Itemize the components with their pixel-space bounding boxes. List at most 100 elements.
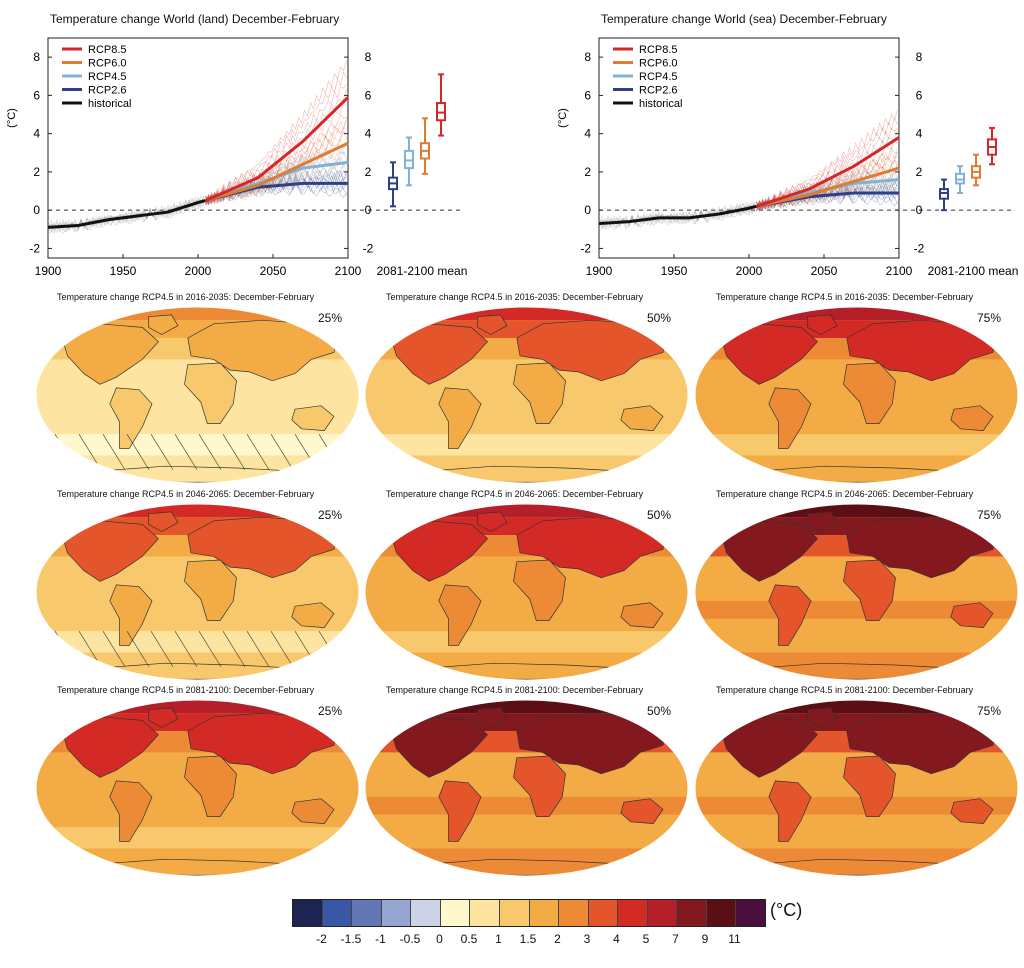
colorbar-tick-label: 0 [436,932,443,946]
map-band [365,700,688,714]
continent-africa [513,559,566,621]
map-percentile: 25% [318,311,343,325]
continent-australia [291,405,335,431]
continent-namerica [389,323,488,385]
continent-namerica [60,520,159,582]
y-tick-label-left: 0 [33,203,40,217]
world-map [694,699,1019,877]
map-outline [35,503,360,681]
colorbar-swatch [677,900,707,926]
y-tick-label-right: 8 [365,50,372,64]
map-band [36,434,359,456]
ensemble-member [756,109,898,211]
continent-africa [843,755,896,817]
ensemble-member [205,157,347,204]
colorbar-tick-label: 1.5 [519,932,537,946]
map-band [36,631,359,653]
colorbar-tick-label: -1 [375,932,386,946]
map-percentile: 50% [647,508,672,522]
map-band [695,504,1018,518]
colorbar-swatch [352,900,382,926]
continent-australia [620,405,664,431]
map-band [365,434,688,456]
legend-label: RCP2.6 [88,85,127,97]
legend-label: historical [639,98,682,110]
continent-greenland [148,314,179,335]
map-band [365,652,688,671]
world-map [364,503,689,681]
colorbar-tick-label: 9 [701,932,709,946]
ensemble-member [756,181,898,207]
y-tick-label-right: 2 [916,165,923,179]
map-band [365,827,688,849]
ts-chart-land: 8 6 4 2 0 -2 8 6 4 2 0 -2 1900 1950 2000 2050 2100 (°C) RC… [6,37,467,278]
colorbar-tick-label: 11 [728,932,741,946]
ensemble-member [598,202,756,228]
world-map [364,306,689,484]
continent-namerica [389,716,488,778]
continent-greenland [148,707,179,728]
series-line-historical [598,204,757,226]
map-title: Temperature change RCP4.5 in 2016-2035: … [386,292,644,302]
world-map [364,699,689,877]
legend-label: RCP8.5 [88,44,127,56]
map-outline [35,306,360,484]
continent-australia [291,798,335,824]
world-map [35,503,360,681]
ensemble-member [205,71,347,202]
continent-australia [950,602,994,628]
colorbar-swatch [440,900,471,926]
continent-samerica [768,584,812,646]
legend-label: RCP8.5 [639,44,678,56]
hatch-line [174,434,198,470]
map-percentile: 75% [977,508,1002,522]
legend-label: RCP6.0 [639,58,678,70]
colorbar-swatch [618,900,648,926]
hatch-line [222,631,246,667]
x-tick-label: 2050 [260,264,287,278]
continent-namerica [60,323,159,385]
y-tick-label-left: 6 [33,88,40,102]
y-tick-label-left: -2 [580,241,591,255]
continent-africa [513,755,566,817]
hatch-line [198,631,222,667]
colorbar-swatches [292,899,766,927]
ts-chart-sea: 8 6 4 2 0 -2 8 6 4 2 0 -2 1900 1950 2000 2050 2100 (°C) RC… [557,37,1018,278]
y-tick-label-left: 2 [584,165,591,179]
continent-greenland [807,707,838,728]
map-percentile: 25% [318,508,343,522]
continent-australia [291,602,335,628]
map-title: Temperature change RCP4.5 in 2081-2100: … [386,685,644,695]
ensemble-member [205,88,347,204]
x-tick-label: 2100 [335,264,362,278]
world-map [694,306,1019,484]
hatch-line [126,434,150,470]
y-tick-label-right: 2 [365,165,372,179]
y-tick-label-left: 6 [584,88,591,102]
map-band [36,700,359,714]
map-outline [694,699,1019,877]
ensemble-member [205,59,347,205]
world-map [694,503,1019,681]
continent-eurasia [516,319,667,382]
x-tick-label: 1900 [586,264,613,278]
ensemble-member [205,170,347,201]
continent-namerica [719,716,818,778]
map-band [365,631,688,653]
colorbar-swatch [647,900,678,926]
colorbar-swatch [559,900,589,926]
ensemble-member [756,183,898,212]
map-band [695,700,1018,714]
continent-eurasia [187,319,338,382]
map-body [36,700,359,876]
y-tick-label-right: 0 [916,203,923,217]
ensemble-member [205,117,347,204]
series-line-rcp85 [204,96,350,202]
colorbar-tick-label: 3 [583,932,591,946]
map-band [695,307,1018,321]
map-outline [364,699,689,877]
ensemble-member [47,199,205,234]
continent-africa [843,362,896,424]
ensemble-member [598,200,756,227]
legend-label: RCP4.5 [88,71,127,83]
